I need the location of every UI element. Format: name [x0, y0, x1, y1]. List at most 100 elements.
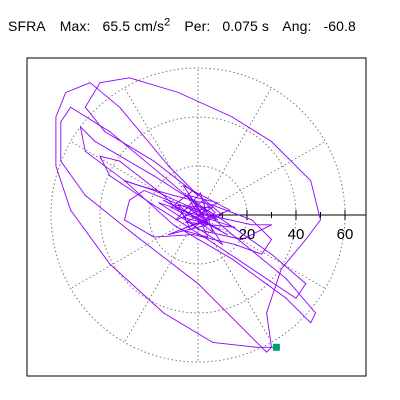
tick-label-60: 60	[337, 226, 354, 243]
per-value: 0.075 s	[222, 17, 270, 34]
trace-segment	[143, 190, 219, 221]
trace-segment	[104, 131, 155, 162]
max-unit: cm/s	[134, 17, 165, 34]
axis-tick-labels: 20 40 60	[239, 226, 354, 243]
ang-label: Ang:	[282, 17, 312, 34]
grid-spoke-330	[197, 214, 326, 289]
trace-segment	[241, 327, 268, 353]
trace-segment	[231, 258, 287, 299]
trace-segment	[192, 190, 223, 216]
trace-segment	[168, 209, 231, 236]
trace-segment	[280, 239, 307, 270]
trace-segment	[158, 202, 223, 245]
grid-spoke-210	[70, 214, 199, 289]
trace-segment	[182, 185, 223, 245]
trace-segment	[84, 194, 135, 236]
trace-segment	[222, 219, 272, 255]
trace-segment	[261, 239, 272, 255]
trace-segment	[60, 106, 72, 123]
trace-segment	[70, 106, 111, 133]
trace-segment	[124, 180, 155, 191]
trace-segment	[124, 219, 155, 238]
trace-segment	[266, 312, 272, 348]
acceleration-orbit-trace	[55, 77, 321, 353]
trace-segment	[163, 194, 199, 231]
trace-segment	[231, 234, 287, 280]
grid-spoke-300	[197, 214, 272, 343]
trace-segment	[109, 131, 170, 182]
trace-segment	[285, 278, 317, 314]
trace-segment	[212, 341, 258, 348]
trace-segment	[168, 224, 209, 236]
trace-segment	[84, 82, 101, 108]
trace-segment	[234, 243, 263, 255]
trace-segment	[84, 150, 125, 182]
trace-segment	[79, 126, 86, 152]
trace-segment	[128, 77, 179, 93]
trace-segment	[124, 180, 174, 226]
trace-segment	[55, 165, 72, 211]
trace-segment	[170, 190, 194, 209]
per-label: Per:	[184, 17, 211, 34]
trace-segment	[99, 77, 130, 84]
trace-segment	[173, 224, 233, 260]
trace-segment	[99, 155, 121, 162]
trace-segment	[192, 234, 236, 245]
max-unit-exponent: 2	[164, 16, 171, 28]
trace-segment	[124, 199, 130, 221]
trace-segment	[266, 346, 272, 353]
trace-segment	[187, 194, 209, 238]
trace-segment	[305, 219, 321, 240]
trace-segment	[173, 204, 214, 209]
trace-segment	[177, 92, 233, 118]
trace-segment	[185, 221, 236, 228]
trace-segment	[55, 92, 67, 118]
trace-segment	[94, 141, 155, 177]
trace-segment	[133, 234, 199, 285]
trace-segment	[295, 283, 307, 299]
trace-segment	[207, 214, 253, 226]
trace-segment	[163, 312, 214, 343]
trace-segment	[185, 207, 214, 223]
trace-segment	[266, 268, 282, 314]
trace-segment	[84, 106, 106, 133]
max-label: Max:	[59, 17, 91, 34]
trace-segment	[153, 204, 209, 240]
trace-segment	[266, 278, 297, 299]
trace-segment	[109, 263, 165, 314]
plot-frame	[26, 57, 367, 377]
tick-label-40: 40	[288, 226, 305, 243]
axis-ticks	[222, 210, 346, 220]
grid-spoke-30	[197, 141, 326, 216]
trace-segment	[197, 283, 243, 329]
trace-segment	[197, 229, 243, 240]
trace-segment	[168, 180, 233, 236]
max-number: 65.5	[102, 17, 131, 34]
trace-segment	[119, 106, 170, 167]
grid-spoke-240	[124, 214, 199, 343]
trace-segment	[65, 82, 91, 93]
end-point-marker	[272, 343, 280, 351]
max-value: 65.5 cm/s2	[102, 16, 171, 34]
trace-segment	[128, 190, 145, 201]
grid-spoke-120	[124, 87, 199, 216]
chart-header: SFRA Max: 65.5 cm/s2 Per: 0.075 s Ang: -6…	[8, 16, 366, 34]
trace-segment	[173, 194, 214, 206]
trace-segment	[310, 312, 317, 324]
trace-segment	[180, 229, 209, 238]
trace-segment	[60, 160, 86, 196]
grid-spoke-60	[197, 87, 272, 216]
trace-segment	[310, 180, 321, 221]
trace-segment	[212, 204, 253, 221]
ang-value: -60.8	[323, 17, 356, 34]
record-name: SFRA	[8, 17, 46, 34]
end-point-marker-group	[272, 343, 280, 351]
trace-segment	[153, 160, 199, 196]
trace-segment	[153, 234, 194, 238]
trace-segment	[285, 297, 312, 324]
trace-segment	[158, 202, 236, 228]
trace-segment	[271, 141, 312, 182]
trace-segment	[89, 82, 121, 108]
trace-segment	[168, 165, 199, 196]
trace-segment	[70, 209, 111, 265]
